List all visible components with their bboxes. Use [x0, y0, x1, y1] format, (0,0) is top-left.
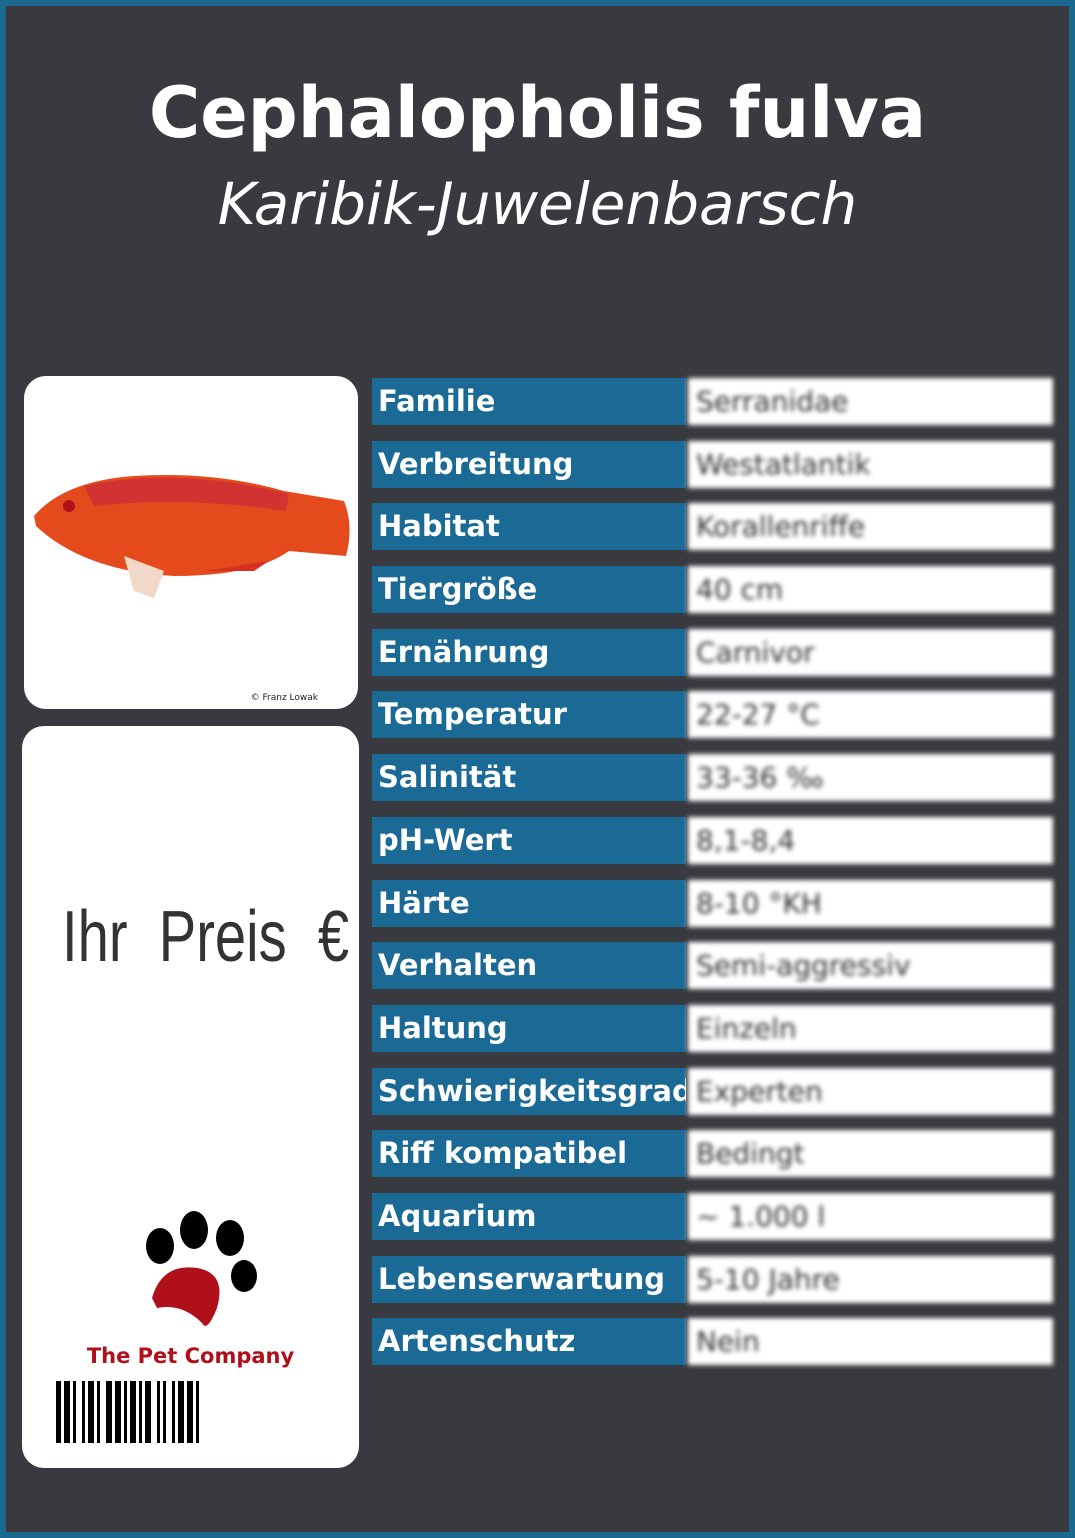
barcode — [56, 1381, 205, 1443]
table-row: Ernährung Carnivor — [372, 628, 1053, 676]
row-value: 40 cm — [688, 566, 1053, 614]
row-value: Serranidae — [688, 378, 1053, 425]
row-label: Verbreitung — [372, 440, 686, 488]
row-label: Artenschutz — [372, 1318, 686, 1366]
table-row: Tiergröße 40 cm — [372, 566, 1053, 614]
table-row: Aquarium ~ 1.000 l — [372, 1192, 1053, 1240]
barcode-bar — [106, 1381, 112, 1443]
row-label: Familie — [372, 378, 686, 425]
row-value: Einzeln — [688, 1004, 1053, 1052]
row-label: Lebenserwartung — [372, 1255, 686, 1303]
table-row: Härte 8-10 °KH — [372, 879, 1053, 927]
photo-credit: © Franz Lowak — [250, 693, 318, 703]
barcode-bar — [97, 1381, 100, 1443]
barcode-bar — [115, 1381, 121, 1443]
barcode-bar — [139, 1381, 142, 1443]
barcode-bar — [163, 1381, 166, 1443]
table-row: Schwierigkeitsgrad Experten — [372, 1067, 1053, 1115]
row-value: ~ 1.000 l — [688, 1192, 1053, 1240]
row-label: Verhalten — [372, 942, 686, 990]
table-row: pH-Wert 8,1-8,4 — [372, 816, 1053, 864]
row-label: Tiergröße — [372, 566, 686, 614]
table-row: Lebenserwartung 5-10 Jahre — [372, 1255, 1053, 1303]
row-value: 22-27 °C — [688, 691, 1053, 739]
row-label: Härte — [372, 879, 686, 927]
fish-image — [34, 475, 350, 598]
barcode-bar — [130, 1381, 136, 1443]
row-value: Carnivor — [688, 628, 1053, 676]
table-row: Artenschutz Nein — [372, 1318, 1053, 1366]
row-value: Nein — [688, 1318, 1053, 1366]
row-label: Temperatur — [372, 691, 686, 739]
species-title: Cephalopholis fulva — [148, 72, 927, 154]
price-label: Ihr Preis € — [62, 897, 350, 977]
barcode-bar — [157, 1381, 160, 1443]
barcode-bar — [73, 1381, 76, 1443]
row-value: Korallenriffe — [688, 503, 1053, 551]
barcode-bar — [172, 1381, 175, 1443]
row-label: Aquarium — [372, 1192, 686, 1240]
row-label: pH-Wert — [372, 816, 686, 864]
barcode-bar — [64, 1381, 70, 1443]
barcode-bar — [187, 1381, 193, 1443]
row-value: 5-10 Jahre — [688, 1255, 1053, 1303]
table-row: Familie Serranidae — [372, 378, 1053, 425]
barcode-bar — [145, 1381, 151, 1443]
barcode-bar — [56, 1381, 61, 1443]
barcode-bar — [178, 1381, 184, 1443]
row-value: 8-10 °KH — [688, 879, 1053, 927]
row-value: 8,1-8,4 — [688, 816, 1053, 864]
table-row: Temperatur 22-27 °C — [372, 691, 1053, 739]
row-label: Salinität — [372, 754, 686, 802]
row-value: Westatlantik — [688, 440, 1053, 488]
table-row: Salinität 33-36 ‰ — [372, 754, 1053, 802]
row-label: Haltung — [372, 1004, 686, 1052]
common-name: Karibik-Juwelenbarsch — [217, 170, 858, 238]
table-row: Verhalten Semi-aggressiv — [372, 942, 1053, 990]
table-row: Habitat Korallenriffe — [372, 503, 1053, 551]
row-value: 33-36 ‰ — [688, 754, 1053, 802]
barcode-bar — [88, 1381, 94, 1443]
row-value: Experten — [688, 1067, 1053, 1115]
barcode-bar — [199, 1381, 205, 1443]
barcode-bar — [196, 1381, 199, 1443]
row-value: Semi-aggressiv — [688, 942, 1053, 990]
row-label: Ernährung — [372, 628, 686, 676]
info-table: Familie Serranidae Verbreitung Westatlantik… — [372, 378, 1053, 1381]
fish-photo-card: © Franz Lowak — [24, 376, 358, 709]
table-row: Riff kompatibel Bedingt — [372, 1130, 1053, 1178]
paw-logo-icon — [146, 1211, 257, 1326]
brand-name: The Pet Company — [86, 1344, 295, 1368]
table-row: Haltung Einzeln — [372, 1004, 1053, 1052]
row-label: Riff kompatibel — [372, 1130, 686, 1178]
barcode-bar — [82, 1381, 85, 1443]
row-label: Habitat — [372, 503, 686, 551]
row-value: Bedingt — [688, 1130, 1053, 1178]
row-label: Schwierigkeitsgrad — [372, 1067, 686, 1115]
table-row: Verbreitung Westatlantik — [372, 440, 1053, 488]
barcode-bar — [124, 1381, 127, 1443]
price-card: Ihr Preis € The Pet Company — [22, 726, 359, 1468]
